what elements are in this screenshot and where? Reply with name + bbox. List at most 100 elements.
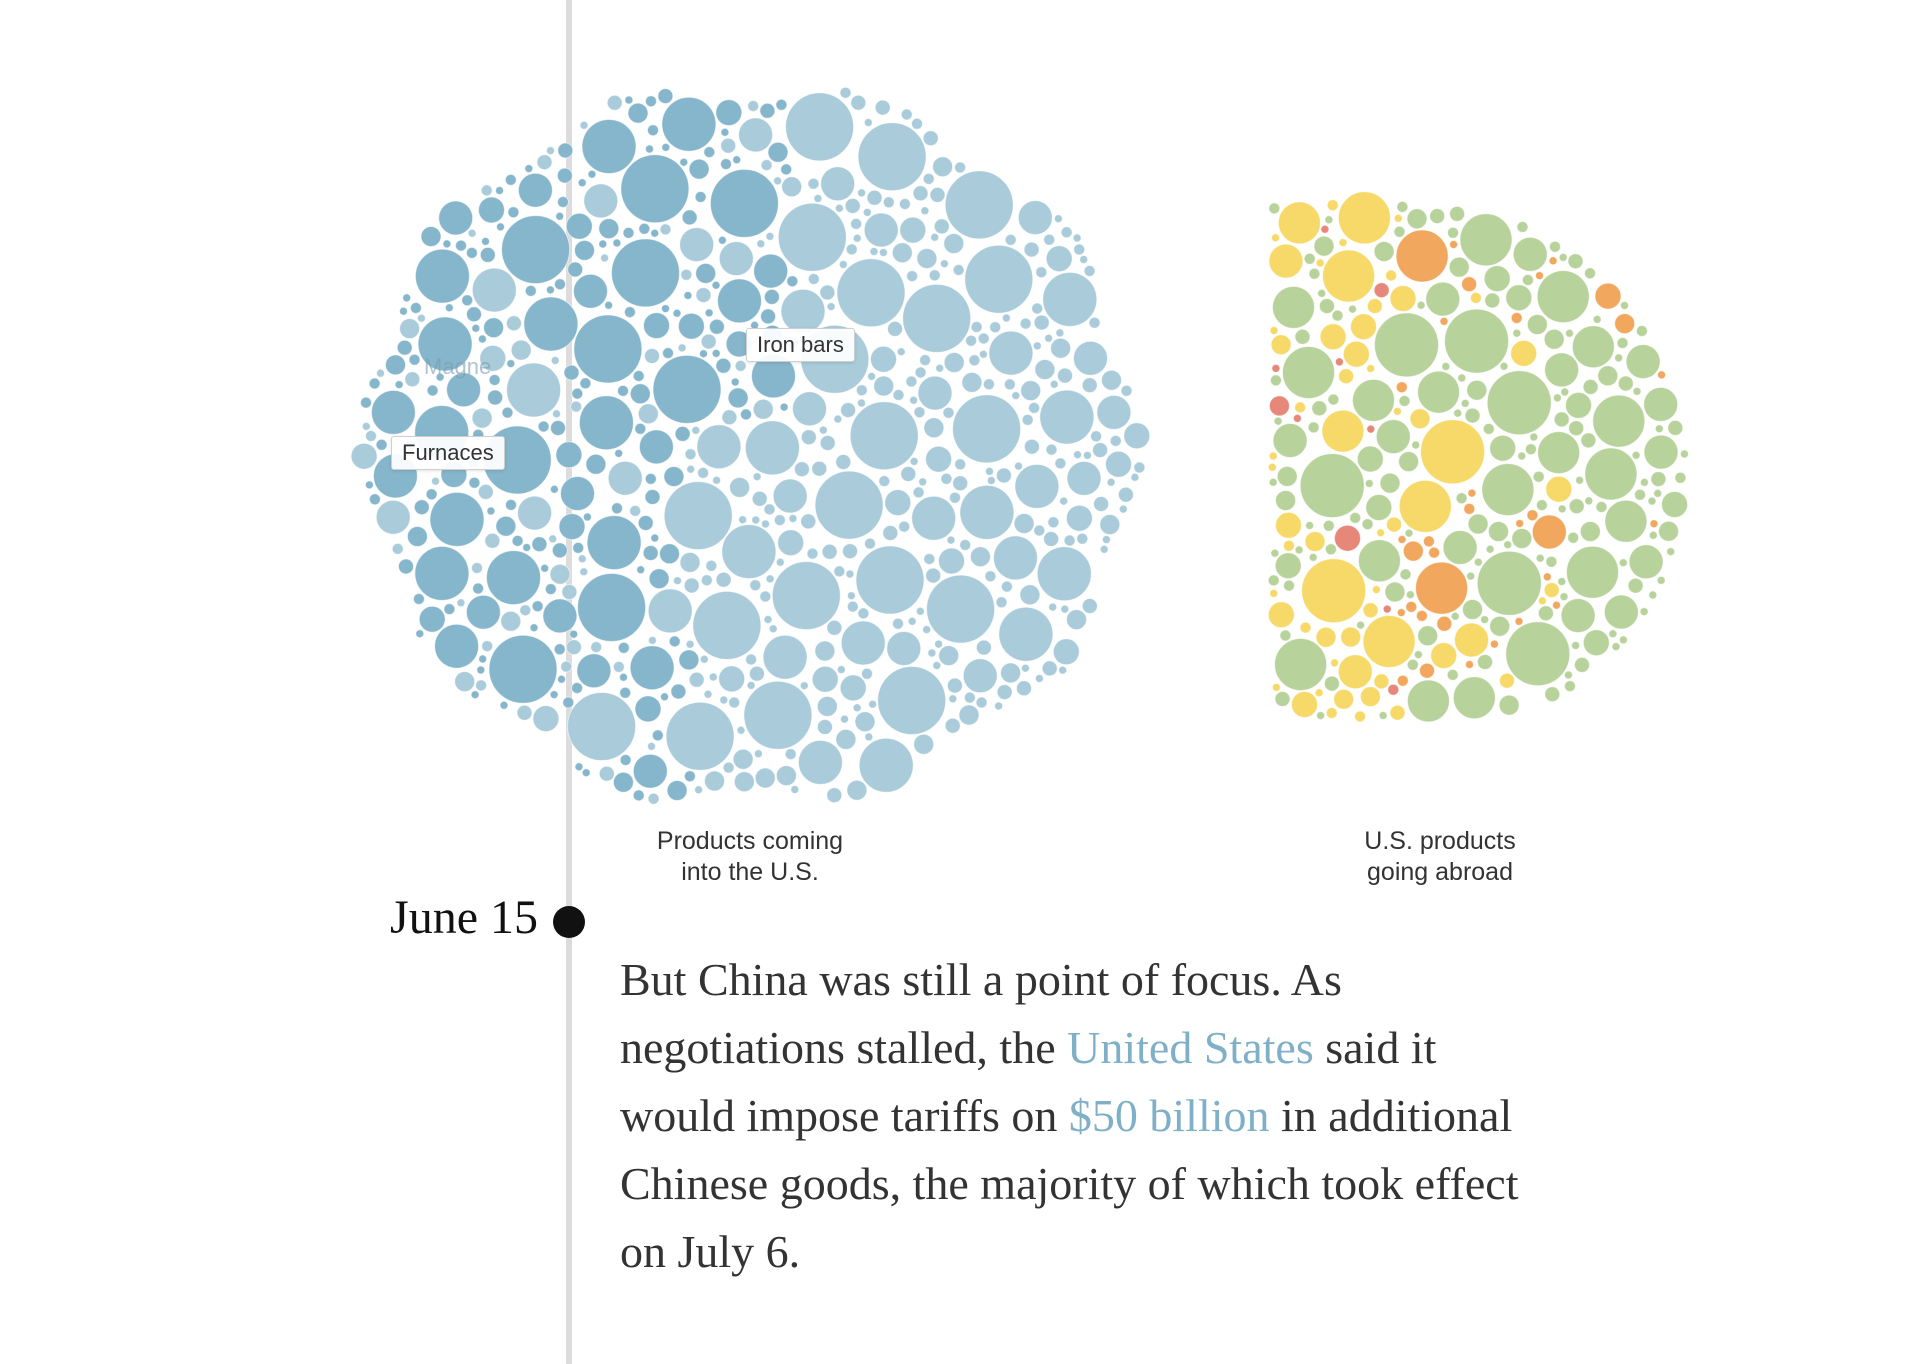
export-product-bubble[interactable] [1565,391,1592,419]
export-product-bubble[interactable] [1283,579,1295,592]
import-product-bubble[interactable] [811,665,839,693]
import-product-bubble[interactable] [777,202,847,272]
import-product-bubble[interactable] [522,543,532,552]
import-product-bubble[interactable] [732,155,742,165]
import-product-bubble[interactable] [954,458,967,471]
import-product-bubble[interactable] [1073,450,1082,460]
import-product-bubble[interactable] [784,748,797,761]
import-product-bubble[interactable] [754,767,776,789]
import-product-bubble[interactable] [1021,413,1034,426]
import-product-bubble[interactable] [1053,214,1063,224]
import-product-bubble[interactable] [650,533,660,543]
import-product-bubble[interactable] [647,741,656,751]
import-product-bubble[interactable] [622,226,635,239]
export-product-bubble[interactable] [1460,398,1470,408]
import-product-bubble[interactable] [763,288,780,305]
import-product-bubble[interactable] [989,321,1002,334]
export-product-bubble[interactable] [1373,241,1395,262]
import-product-bubble[interactable] [443,603,456,616]
import-product-bubble[interactable] [413,499,430,516]
import-product-bubble[interactable] [574,762,584,772]
import-product-bubble[interactable] [644,489,661,505]
import-product-bubble[interactable] [674,425,691,442]
import-product-bubble[interactable] [488,634,558,704]
import-product-bubble[interactable] [899,216,927,244]
import-product-bubble[interactable] [394,380,404,390]
import-product-bubble[interactable] [998,606,1054,662]
import-product-bubble[interactable] [634,695,662,723]
import-product-bubble[interactable] [711,280,721,290]
export-product-bubble[interactable] [1268,451,1278,461]
export-product-bubble[interactable] [1379,472,1401,494]
import-product-bubble[interactable] [858,737,914,793]
export-product-bubble[interactable] [1354,710,1367,723]
export-product-bubble[interactable] [1446,668,1459,681]
export-product-bubble[interactable] [1568,420,1585,437]
import-product-bubble[interactable] [1123,422,1151,450]
import-product-bubble[interactable] [637,515,654,531]
import-product-bubble[interactable] [679,551,701,573]
export-product-bubble[interactable] [1524,443,1537,456]
export-product-bubble[interactable] [1270,334,1292,356]
import-product-bubble[interactable] [938,547,965,575]
export-product-bubble[interactable] [1567,253,1584,270]
import-product-bubble[interactable] [1105,450,1132,478]
import-product-bubble[interactable] [958,704,980,726]
import-product-bubble[interactable] [729,476,751,498]
export-product-bubble[interactable] [1340,626,1362,648]
export-product-bubble[interactable] [1480,615,1490,625]
export-product-bubble[interactable] [1560,598,1596,634]
export-product-bubble[interactable] [1269,326,1279,335]
import-product-bubble[interactable] [705,559,718,572]
export-product-bubble[interactable] [1560,387,1570,397]
import-product-bubble[interactable] [643,312,670,340]
import-product-bubble[interactable] [581,119,637,174]
import-product-bubble[interactable] [857,188,867,198]
import-product-bubble[interactable] [800,429,817,446]
import-product-bubble[interactable] [569,629,579,639]
import-product-bubble[interactable] [840,402,857,419]
import-product-bubble[interactable] [891,242,913,264]
import-product-bubble[interactable] [863,212,899,248]
export-product-bubble[interactable] [1366,364,1376,373]
import-product-bubble[interactable] [477,334,487,344]
import-product-bubble[interactable] [928,269,941,282]
import-product-bubble[interactable] [688,671,705,688]
import-product-bubble[interactable] [546,146,555,156]
export-product-bubble[interactable] [1333,688,1355,710]
import-product-bubble[interactable] [1096,394,1132,430]
export-product-bubble[interactable] [1362,615,1416,668]
import-product-bubble[interactable] [906,270,919,283]
import-product-bubble[interactable] [572,541,585,554]
import-product-bubble[interactable] [780,288,826,334]
import-product-bubble[interactable] [816,695,838,717]
export-product-bubble[interactable] [1350,313,1377,341]
import-product-bubble[interactable] [650,228,660,238]
import-product-bubble[interactable] [1066,460,1102,496]
export-product-bubble[interactable] [1270,548,1280,558]
export-product-bubble[interactable] [1531,514,1567,550]
import-product-bubble[interactable] [583,183,619,219]
import-product-bubble[interactable] [1060,226,1073,239]
export-product-bubble[interactable] [1449,240,1459,249]
export-product-bubble[interactable] [1326,199,1339,212]
import-product-bubble[interactable] [700,574,713,587]
import-product-bubble[interactable] [496,222,505,232]
export-product-bubble[interactable] [1614,353,1624,363]
export-product-bubble[interactable] [1618,635,1628,645]
import-product-bubble[interactable] [720,158,732,171]
export-product-bubble[interactable] [1356,620,1366,630]
import-product-bubble[interactable] [571,387,584,400]
export-product-bubble[interactable] [1618,558,1628,568]
export-product-bubble[interactable] [1271,682,1281,692]
import-product-bubble[interactable] [855,545,925,615]
export-product-bubble[interactable] [1679,449,1689,459]
export-product-bubble[interactable] [1272,423,1308,458]
import-product-bubble[interactable] [1106,477,1116,487]
import-product-bubble[interactable] [762,634,808,680]
import-product-bubble[interactable] [779,402,789,412]
import-product-bubble[interactable] [697,466,710,479]
import-product-bubble[interactable] [988,330,1034,376]
export-product-bubble[interactable] [1568,498,1585,515]
export-product-bubble[interactable] [1317,288,1327,298]
